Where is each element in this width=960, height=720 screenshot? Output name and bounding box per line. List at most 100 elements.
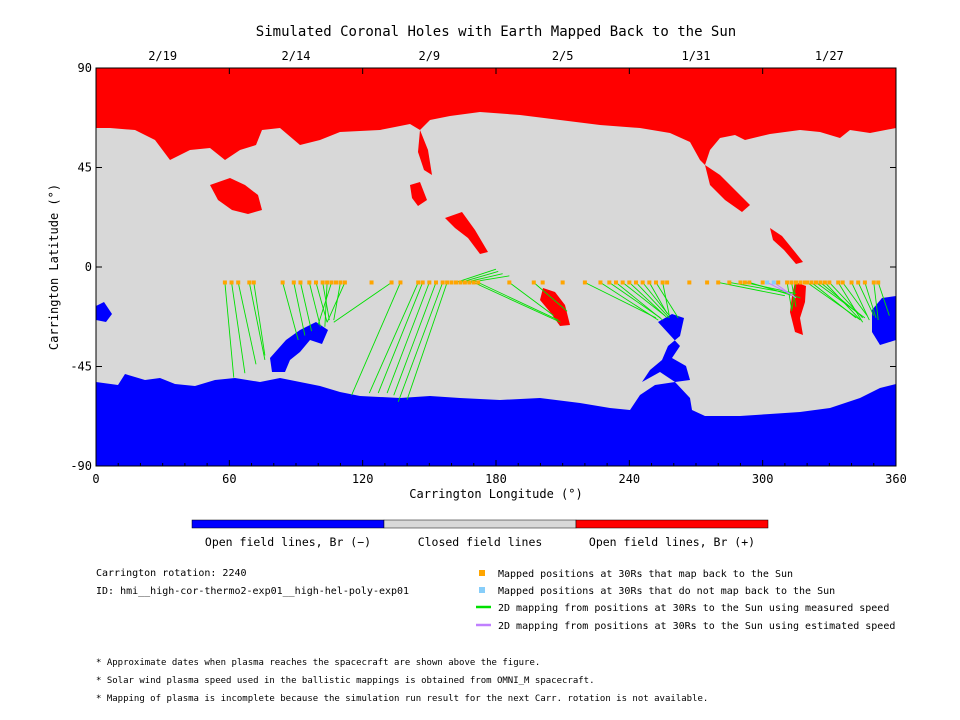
x-axis-label: Carrington Longitude (°) — [409, 487, 582, 501]
measured-speed-line — [509, 282, 555, 317]
south-positive-hole-1 — [540, 288, 570, 326]
mapped-point — [334, 280, 338, 285]
mapped-point — [342, 280, 347, 285]
top-date-label: 2/14 — [282, 49, 311, 63]
y-tick-label: -90 — [70, 459, 92, 473]
colorbar: Open field lines, Br (−) Closed field li… — [191, 519, 769, 549]
mapped-point — [531, 280, 536, 285]
mapped-point — [614, 280, 618, 285]
measured-speed-line — [377, 282, 424, 394]
measured-speed-line — [584, 282, 657, 319]
mapped-point — [369, 280, 374, 285]
mapped-point — [476, 280, 481, 285]
measured-speed-line — [473, 282, 561, 323]
footnote-dates: * Approximate dates when plasma reaches … — [96, 658, 540, 668]
x-tick-label: 120 — [352, 472, 374, 486]
mapped-point — [738, 280, 743, 285]
unmapped-point — [771, 280, 776, 285]
measured-speed-line — [308, 282, 321, 327]
measured-speed-line — [293, 282, 306, 336]
legend-mapped-swatch — [479, 570, 485, 576]
measured-speed-line — [622, 282, 666, 316]
mapped-point — [727, 280, 732, 285]
mapped-point — [665, 280, 670, 285]
measured-speed-line — [600, 282, 659, 321]
mapped-point — [471, 280, 476, 285]
footnote-speed: * Solar wind plasma speed used in the ba… — [96, 676, 595, 686]
mapped-point — [809, 280, 814, 285]
colorbar-label-closed: Closed field lines — [418, 535, 543, 549]
footnote-incomplete: * Mapping of plasma is incomplete becaus… — [96, 694, 708, 704]
measured-speed-line — [829, 282, 863, 319]
measured-speed-line — [386, 282, 430, 394]
north-positive-hole — [96, 68, 896, 165]
x-tick-label: 60 — [222, 472, 236, 486]
y-tick-label: 90 — [78, 61, 92, 75]
legend-measured-label: 2D mapping from positions at 30Rs to the… — [498, 603, 889, 614]
mapped-point — [389, 280, 394, 285]
south-negative-hole-a — [270, 322, 328, 372]
simulation-id: ID: hmi__high-cor-thermo2-exp01__high-he… — [96, 586, 409, 597]
x-tick-label: 0 — [92, 472, 99, 486]
mapped-point — [802, 280, 807, 285]
mapped-point — [607, 280, 612, 285]
measured-speed-line — [877, 282, 890, 316]
colorbar-positive — [575, 519, 769, 529]
measured-speed-line — [718, 282, 785, 297]
legend: Mapped positions at 30Rs that map back t… — [476, 569, 895, 632]
mapped-point — [742, 280, 747, 285]
measured-speed-line — [300, 282, 312, 332]
unmapped-point — [765, 280, 770, 285]
legend-unmapped-label: Mapped positions at 30Rs that do not map… — [498, 586, 835, 597]
mapped-point — [836, 280, 841, 285]
mapped-point — [338, 280, 343, 285]
mapped-point — [840, 280, 845, 285]
mapped-point — [660, 280, 665, 285]
colorbar-label-negative: Open field lines, Br (−) — [205, 535, 371, 549]
estimated-speed-line — [773, 282, 797, 299]
x-tick-label: 180 — [485, 472, 507, 486]
top-date-label: 1/27 — [815, 49, 844, 63]
measured-speed-line — [629, 282, 668, 319]
top-date-label: 2/5 — [552, 49, 574, 63]
mapped-point — [540, 280, 545, 285]
measured-speed-line — [393, 282, 437, 396]
mapped-point — [871, 280, 876, 285]
measured-speed-line — [324, 282, 328, 327]
mapped-point — [862, 280, 867, 285]
mapped-points — [222, 280, 881, 285]
mapped-point — [805, 280, 810, 285]
measured-speed-line — [317, 282, 332, 325]
map-background — [96, 68, 896, 466]
mapped-point — [307, 280, 312, 285]
mapped-point — [560, 280, 565, 285]
mapped-point — [251, 280, 256, 285]
mapped-point — [814, 280, 818, 285]
x-tick-label: 300 — [752, 472, 774, 486]
mapped-point — [420, 280, 425, 285]
y-tick-label: -45 — [70, 360, 92, 374]
mapped-point — [640, 280, 645, 285]
mapped-point — [827, 280, 832, 285]
mapped-point — [427, 280, 432, 285]
mapped-point — [789, 280, 794, 285]
mapped-point — [440, 280, 445, 285]
measured-speed-line — [811, 282, 857, 319]
measured-speed-line — [469, 275, 510, 283]
info-block: Carrington rotation: 2240 ID: hmi__high-… — [96, 568, 409, 597]
measured-speed-line — [248, 282, 266, 360]
mapped-point — [398, 280, 403, 285]
measured-speed-line — [648, 282, 668, 314]
mapped-point — [687, 280, 692, 285]
colorbar-closed — [383, 519, 577, 529]
top-date-label: 1/31 — [682, 49, 711, 63]
measured-speed-line — [615, 282, 663, 321]
measured-speed-line — [662, 282, 670, 316]
north-positive-tongue-2 — [410, 182, 427, 206]
mapped-point — [647, 280, 652, 285]
measured-speed-line — [253, 282, 266, 356]
x-tick-label: 240 — [618, 472, 640, 486]
legend-unmapped-swatch — [479, 587, 485, 593]
north-positive-strip-1 — [418, 130, 432, 175]
measured-speed-line — [824, 282, 861, 321]
